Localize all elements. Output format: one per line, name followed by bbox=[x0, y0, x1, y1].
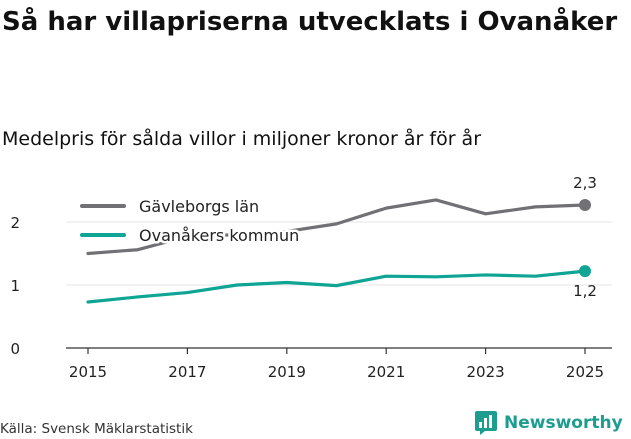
y-tick-label: 2 bbox=[10, 214, 20, 232]
brand-name: Newsworthy bbox=[504, 413, 623, 433]
series-line-ovanaker bbox=[86, 269, 587, 304]
chart-subtitle: Medelpris för sålda villor i miljoner kr… bbox=[2, 128, 482, 150]
legend-label-gavleborg: Gävleborgs län bbox=[139, 197, 259, 216]
end-label-gavleborg: 2,3 bbox=[573, 174, 597, 192]
end-point-ovanaker bbox=[579, 265, 591, 278]
series-line-gavleborg bbox=[86, 198, 587, 256]
y-tick-label: 0 bbox=[10, 340, 20, 358]
newsworthy-logo-icon bbox=[475, 411, 497, 435]
x-tick-label: 2025 bbox=[566, 363, 604, 381]
source-note: Källa: Svensk Mäklarstatistik bbox=[0, 421, 193, 437]
x-tick-label: 2021 bbox=[367, 363, 405, 381]
x-tick-label: 2023 bbox=[467, 363, 505, 381]
chart-title: Så har villapriserna utvecklats i Ovanåk… bbox=[2, 7, 618, 37]
brand-logo: Newsworthy bbox=[474, 408, 623, 438]
x-tick-label: 2015 bbox=[69, 363, 107, 381]
end-point-gavleborg bbox=[579, 198, 591, 211]
end-label-ovanaker: 1,2 bbox=[573, 282, 597, 300]
x-tick-label: 2017 bbox=[168, 363, 206, 381]
x-tick-label: 2019 bbox=[268, 363, 306, 381]
legend-label-ovanaker: Ovanåkers kommun bbox=[139, 226, 299, 245]
y-tick-label: 1 bbox=[10, 277, 20, 295]
